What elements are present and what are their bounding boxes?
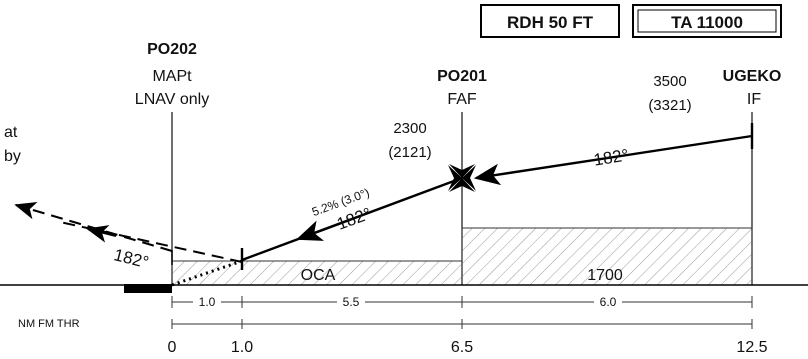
missed-approach-text-line2: by xyxy=(4,148,21,165)
rdh-box: RDH 50 FT xyxy=(480,4,620,38)
distance-tick-label-6-5: 6.5 xyxy=(451,339,473,356)
ugeko-labels: UGEKO IF 3500 (3321) xyxy=(648,68,781,114)
missed-approach-text-line1: at xyxy=(4,124,18,141)
ugeko-name: UGEKO xyxy=(723,68,782,85)
missed-approach-upper-line xyxy=(14,201,173,252)
distance-tick-label-12-5: 12.5 xyxy=(736,339,767,356)
distance-scale-label: NM FM THR xyxy=(18,318,80,330)
segment-distance-1: 1.0 xyxy=(199,295,216,309)
po201-labels: PO201 FAF 2300 (2121) xyxy=(388,68,487,161)
segment-altitude-label: 1700 xyxy=(587,267,623,284)
ta-box: TA 11000 xyxy=(632,4,782,38)
ugeko-role: IF xyxy=(747,91,761,108)
ugeko-height: (3321) xyxy=(648,97,691,114)
missed-approach-arrow-segment xyxy=(86,225,117,243)
po201-altitude: 2300 xyxy=(393,120,426,137)
rdh-label: RDH 50 FT xyxy=(507,13,594,32)
ugeko-altitude: 3500 xyxy=(653,73,686,90)
visual-segment-dotted-line xyxy=(171,259,243,287)
distance-tick-label-0: 0 xyxy=(168,339,177,356)
distance-scale: 1.0 5.5 6.0 NM FM THR 0 1.0 6.5 12.5 xyxy=(18,294,768,356)
intermediate-track-label: 182° xyxy=(592,145,630,169)
po201-role: FAF xyxy=(447,91,477,108)
faf-cross-symbol xyxy=(448,164,476,192)
missed-approach-track-label: 182° xyxy=(112,245,151,272)
po202-labels: PO202 MAPt LNAV only xyxy=(135,41,209,108)
intermediate-track-line xyxy=(473,134,753,186)
transition-altitude-label: TA 11000 xyxy=(671,13,743,32)
po202-note: LNAV only xyxy=(135,91,209,108)
po202-name: PO202 xyxy=(147,41,197,58)
po201-height: (2121) xyxy=(388,144,431,161)
runway-threshold-bar xyxy=(124,284,172,293)
segment-distance-2: 5.5 xyxy=(343,295,360,309)
po201-name: PO201 xyxy=(437,68,487,85)
po202-role: MAPt xyxy=(152,68,192,85)
segment-distance-3: 6.0 xyxy=(600,295,617,309)
oca-label: OCA xyxy=(301,267,336,284)
intermediate-minimum-area xyxy=(461,227,753,286)
final-approach-arrow-segment xyxy=(295,217,353,241)
missed-approach-lower-line xyxy=(59,221,243,263)
distance-tick-label-1: 1.0 xyxy=(231,339,253,356)
